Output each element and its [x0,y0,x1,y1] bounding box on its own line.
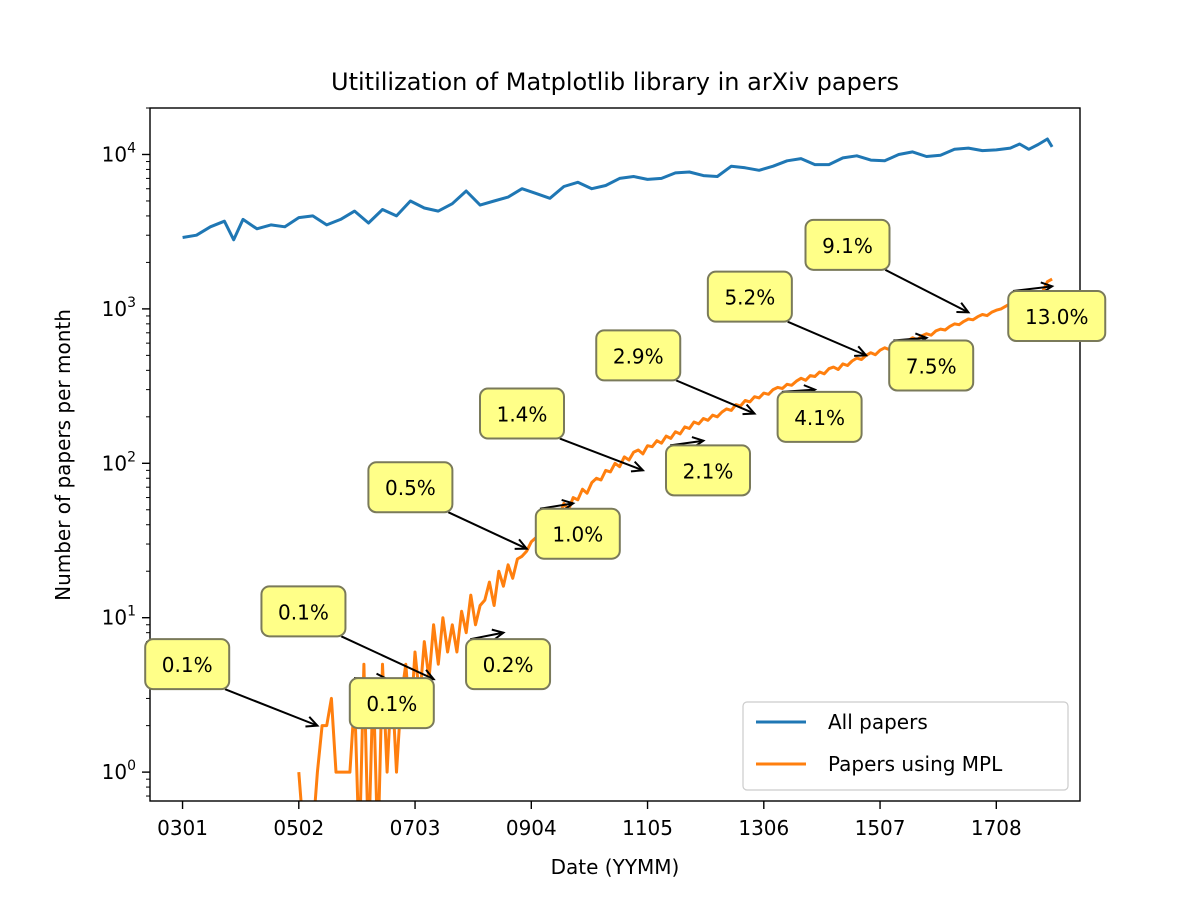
annotation-box [479,387,565,440]
y-tick-label: 102 [102,449,136,475]
annotation: 4.1% [776,384,863,443]
annotation-arrowhead [956,302,971,314]
annotation-label: 9.1% [822,234,873,258]
annotation-label: 13.0% [1025,305,1089,329]
chart-title: Utitilization of Matplotlib library in a… [331,68,899,96]
annotation: 7.5% [888,332,975,392]
annotation-box [465,638,552,691]
annotation-box [144,638,231,691]
y-tick-label: 100 [102,758,136,784]
plot-frame [149,107,1081,802]
legend-label-all-papers: All papers [828,710,928,734]
annotation-box [888,339,975,392]
annotation-box [595,329,682,382]
annotation-box [260,585,347,638]
annotation-box [665,444,751,497]
annotation-box [367,461,454,514]
annotation-arrowhead [491,628,506,641]
annotation-arrow [447,511,528,550]
annotation: 0.1% [144,638,320,728]
x-tick-label: 0502 [273,816,324,840]
annotation: 13.0% [1007,281,1107,342]
annotation-box [348,677,435,730]
series-line-all-papers [182,137,1054,242]
annotation-box [776,390,863,443]
legend-label-papers-using-mpl: Papers using MPL [828,752,1003,776]
annotation-box [1007,289,1107,342]
annotation-label: 0.1% [366,692,417,716]
y-axis-title: Number of papers per month [51,309,75,601]
annotation-arrow [340,635,435,681]
y-axis: 100 101 102 103 104 [102,107,150,797]
annotation: 0.1% [348,672,435,730]
annotation: 0.1% [260,585,436,681]
annotation-box [804,218,891,271]
annotation-arrowhead [742,403,757,416]
annotation-label: 2.1% [683,459,734,483]
annotation: 1.4% [479,387,646,473]
annotation-label: 0.5% [385,476,436,500]
annotation: 0.2% [465,628,552,691]
annotation-label: 5.2% [724,286,775,310]
annotation-arrow [787,320,867,357]
annotation: 9.1% [804,218,971,314]
annotations: 0.1% 0.1% 0.1% 0.2% 0.5% 1.0% 1.4% 2.1% 2.9% 4.1%… [144,218,1107,730]
y-tick-label: 101 [102,604,136,630]
y-tick-label: 104 [102,140,136,166]
annotation-arrowhead [854,345,869,357]
annotation: 1.0% [534,498,621,560]
annotation: 5.2% [706,270,869,357]
annotation: 2.1% [665,436,751,497]
annotation: 0.5% [367,461,529,550]
annotation-arrow [884,268,969,314]
annotation-arrow [224,688,318,727]
annotation-label: 2.9% [613,344,664,368]
x-tick-label: 1507 [855,816,906,840]
annotation-arrowhead [305,716,320,728]
x-axis: 0301 0502 0703 0904 1105 1306 1507 1708 [157,801,1022,840]
x-tick-label: 0301 [157,816,208,840]
annotation-box [534,507,621,560]
annotation-label: 1.0% [552,523,603,547]
series-line-papers-using-mpl [297,277,1053,801]
annotation-arrow [559,437,644,472]
x-axis-title: Date (YYMM) [551,855,680,879]
x-tick-label: 0904 [506,816,557,840]
x-tick-label: 1306 [738,816,789,840]
annotation-arrow [675,379,755,415]
annotation-label: 0.1% [278,600,329,624]
legend-box [742,701,1069,791]
annotation-label: 0.2% [483,653,534,677]
x-tick-label: 0703 [390,816,441,840]
annotation-label: 7.5% [906,354,957,378]
annotation-label: 1.4% [497,403,548,427]
annotation: 2.9% [595,329,757,416]
annotation-arrow [470,631,504,641]
x-tick-label: 1708 [971,816,1022,840]
legend: All papers Papers using MPL [742,701,1069,791]
x-tick-label: 1105 [622,816,673,840]
annotation-box [706,270,793,323]
plot-area [182,137,1054,801]
annotation-label: 0.1% [162,653,213,677]
annotation-arrowhead [514,538,529,550]
annotation-arrowhead [630,460,646,473]
y-tick-label: 103 [102,295,136,321]
annotation-label: 4.1% [794,406,845,430]
